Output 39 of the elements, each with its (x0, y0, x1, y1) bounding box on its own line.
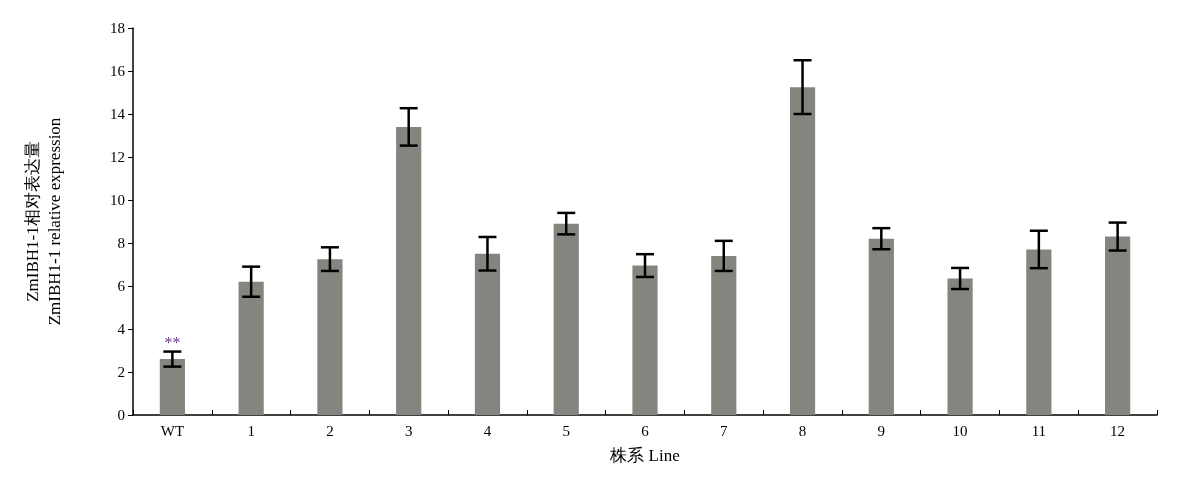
x-tick-label: 10 (952, 422, 968, 439)
x-tick-label: 11 (1031, 422, 1047, 439)
x-tick-label: 3 (404, 422, 413, 439)
x-tick-label: 2 (326, 422, 334, 439)
x-tick-label: 1 (247, 422, 255, 439)
bar (789, 87, 816, 415)
bar (632, 265, 658, 415)
y-tick-label: 16 (110, 63, 126, 79)
x-tick-label: 9 (877, 422, 886, 439)
bar (317, 259, 343, 415)
bar (868, 238, 894, 415)
bar (1105, 236, 1131, 415)
x-tick-label: 12 (1110, 422, 1126, 439)
x-axis-title: 株系 Line (609, 446, 680, 465)
y-tick-label: 10 (110, 192, 125, 208)
x-tick-label: WT (160, 422, 185, 439)
x-tick-label: 5 (562, 422, 570, 439)
y-tick-label: 4 (117, 321, 126, 337)
bar (947, 278, 973, 415)
x-tick-label: 8 (798, 422, 807, 439)
x-tick-label: 4 (483, 422, 492, 439)
bar (1026, 249, 1052, 415)
y-tick-label: 18 (110, 20, 125, 36)
y-tick-label: 2 (117, 364, 125, 380)
y-tick-label: 0 (117, 407, 125, 423)
y-tick-label: 6 (117, 278, 126, 294)
y-tick-label: 14 (110, 106, 126, 122)
bar (396, 126, 422, 415)
y-tick-label: 12 (110, 149, 125, 165)
annotation: ** (164, 334, 181, 351)
x-tick-label: 6 (641, 422, 650, 439)
bar (159, 359, 185, 415)
y-axis-title: ZmIBH1-1相对表达量 ZmIBH1-1 relative expression (22, 117, 64, 326)
x-tick-label: 7 (720, 422, 729, 439)
bar (711, 255, 737, 415)
bar (553, 223, 579, 415)
bar (474, 253, 501, 415)
bar (238, 281, 264, 415)
y-tick-label: 8 (117, 235, 125, 251)
